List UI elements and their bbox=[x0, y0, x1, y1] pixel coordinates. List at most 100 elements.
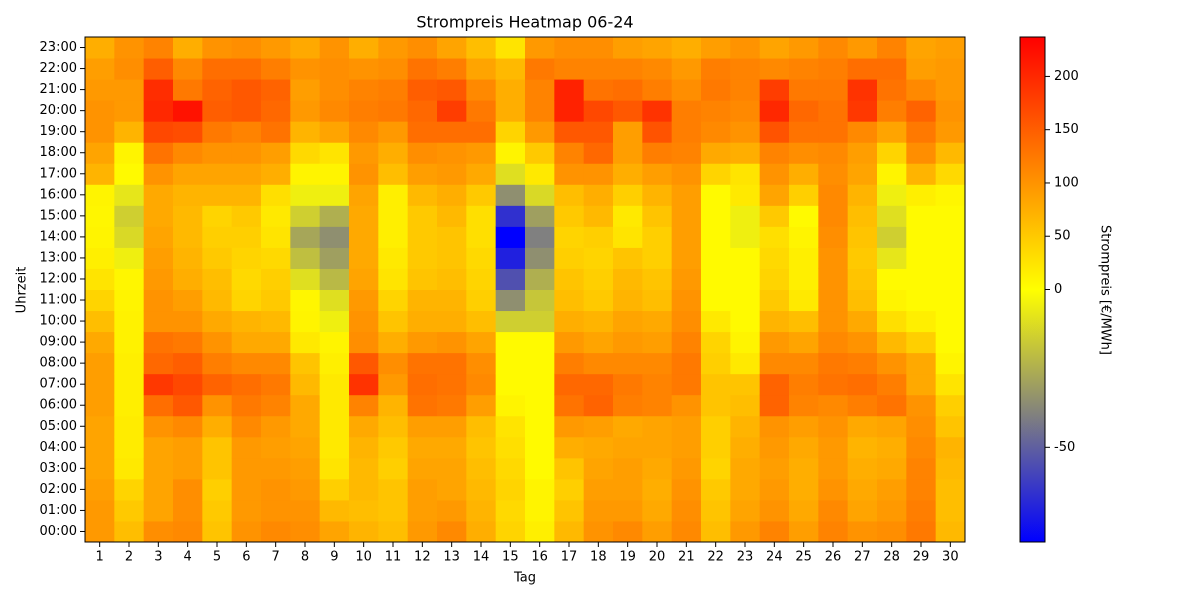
heatmap-cell bbox=[202, 289, 233, 312]
heatmap-cell bbox=[290, 142, 321, 164]
heatmap-cell bbox=[407, 310, 438, 333]
y-tick-label: 05:00 bbox=[40, 419, 77, 434]
heatmap-cell bbox=[877, 205, 907, 227]
heatmap-cell bbox=[495, 499, 526, 522]
heatmap-cell bbox=[173, 226, 203, 248]
heatmap-cell bbox=[847, 373, 878, 396]
heatmap-cell bbox=[525, 499, 555, 522]
heatmap-cell bbox=[290, 436, 321, 459]
heatmap-cell bbox=[261, 394, 291, 417]
heatmap-cell bbox=[407, 37, 438, 59]
heatmap-cell bbox=[935, 142, 966, 164]
heatmap-cell bbox=[143, 100, 174, 122]
heatmap-cell bbox=[613, 352, 643, 375]
heatmap-cell bbox=[349, 457, 379, 480]
heatmap-cell bbox=[789, 184, 819, 206]
heatmap-cell bbox=[261, 226, 291, 248]
x-tick-label: 11 bbox=[385, 550, 402, 565]
heatmap-cell bbox=[789, 352, 819, 375]
heatmap-cell bbox=[877, 415, 907, 438]
heatmap-cell bbox=[759, 478, 790, 501]
heatmap-cell bbox=[847, 499, 878, 522]
heatmap-cell bbox=[789, 37, 819, 59]
heatmap-cell bbox=[701, 142, 731, 164]
colorbar-tick-label: 50 bbox=[1054, 229, 1071, 244]
y-tick-label: 11:00 bbox=[40, 293, 77, 308]
heatmap-cell bbox=[583, 205, 614, 227]
heatmap-cell bbox=[730, 331, 761, 354]
heatmap-cell bbox=[231, 79, 262, 101]
heatmap-cell bbox=[378, 121, 409, 143]
colorbar-tick-label: -50 bbox=[1054, 440, 1075, 455]
heatmap-cell bbox=[349, 394, 379, 417]
heatmap-cell bbox=[407, 163, 438, 185]
heatmap-cell bbox=[554, 79, 585, 101]
heatmap-cell bbox=[613, 163, 643, 185]
y-tick-label: 06:00 bbox=[40, 398, 77, 413]
heatmap-cell bbox=[143, 499, 174, 522]
heatmap-cell bbox=[935, 352, 966, 375]
heatmap-cell bbox=[818, 352, 849, 375]
heatmap-cell bbox=[319, 310, 350, 333]
heatmap-cell bbox=[730, 268, 761, 290]
heatmap-cell bbox=[173, 373, 203, 396]
heatmap-cell bbox=[525, 247, 555, 269]
heatmap-cell bbox=[583, 520, 614, 543]
heatmap-cell bbox=[583, 289, 614, 312]
heatmap-cell bbox=[583, 79, 614, 101]
heatmap-cell bbox=[290, 100, 321, 122]
heatmap-cell bbox=[85, 373, 115, 396]
heatmap-cell bbox=[935, 331, 966, 354]
heatmap-cell bbox=[935, 121, 966, 143]
heatmap-cell bbox=[554, 163, 585, 185]
heatmap-cell bbox=[642, 79, 673, 101]
heatmap-cell bbox=[701, 415, 731, 438]
heatmap-cell bbox=[495, 457, 526, 480]
heatmap-cell bbox=[143, 121, 174, 143]
heatmap-cell bbox=[642, 436, 673, 459]
heatmap-cell bbox=[437, 163, 467, 185]
heatmap-cell bbox=[290, 79, 321, 101]
heatmap-cell bbox=[114, 184, 145, 206]
heatmap-cell bbox=[759, 79, 790, 101]
heatmap-cell bbox=[847, 184, 878, 206]
heatmap-cell bbox=[789, 310, 819, 333]
heatmap-cell bbox=[789, 142, 819, 164]
heatmap-cell bbox=[847, 163, 878, 185]
heatmap-cell bbox=[407, 142, 438, 164]
heatmap-cell bbox=[847, 205, 878, 227]
heatmap-cell bbox=[437, 457, 467, 480]
heatmap-cell bbox=[261, 79, 291, 101]
heatmap-cell bbox=[407, 226, 438, 248]
heatmap-cell bbox=[466, 352, 497, 375]
colorbar-tick-label: 0 bbox=[1054, 282, 1062, 297]
heatmap-cell bbox=[349, 436, 379, 459]
heatmap-cell bbox=[261, 373, 291, 396]
heatmap-cell bbox=[789, 436, 819, 459]
x-tick-label: 5 bbox=[213, 550, 221, 565]
heatmap-cell bbox=[730, 373, 761, 396]
x-tick-label: 13 bbox=[443, 550, 460, 565]
heatmap-cell bbox=[466, 394, 497, 417]
heatmap-cell bbox=[613, 415, 643, 438]
heatmap-cell bbox=[847, 247, 878, 269]
heatmap-cell bbox=[143, 289, 174, 312]
heatmap-cell bbox=[789, 58, 819, 80]
x-tick-label: 29 bbox=[913, 550, 930, 565]
heatmap-cell bbox=[525, 184, 555, 206]
y-tick-label: 09:00 bbox=[40, 335, 77, 350]
heatmap-cell bbox=[261, 331, 291, 354]
heatmap-cell bbox=[877, 373, 907, 396]
heatmap-cell bbox=[759, 247, 790, 269]
heatmap-cell bbox=[701, 331, 731, 354]
heatmap-cell bbox=[143, 79, 174, 101]
x-tick-label: 8 bbox=[301, 550, 309, 565]
heatmap-cell bbox=[173, 289, 203, 312]
heatmap-cell bbox=[554, 415, 585, 438]
heatmap-cell bbox=[642, 37, 673, 59]
heatmap-cell bbox=[730, 352, 761, 375]
heatmap-cell bbox=[378, 457, 409, 480]
heatmap-cell bbox=[642, 226, 673, 248]
x-tick-label: 17 bbox=[561, 550, 578, 565]
heatmap-cell bbox=[906, 499, 937, 522]
